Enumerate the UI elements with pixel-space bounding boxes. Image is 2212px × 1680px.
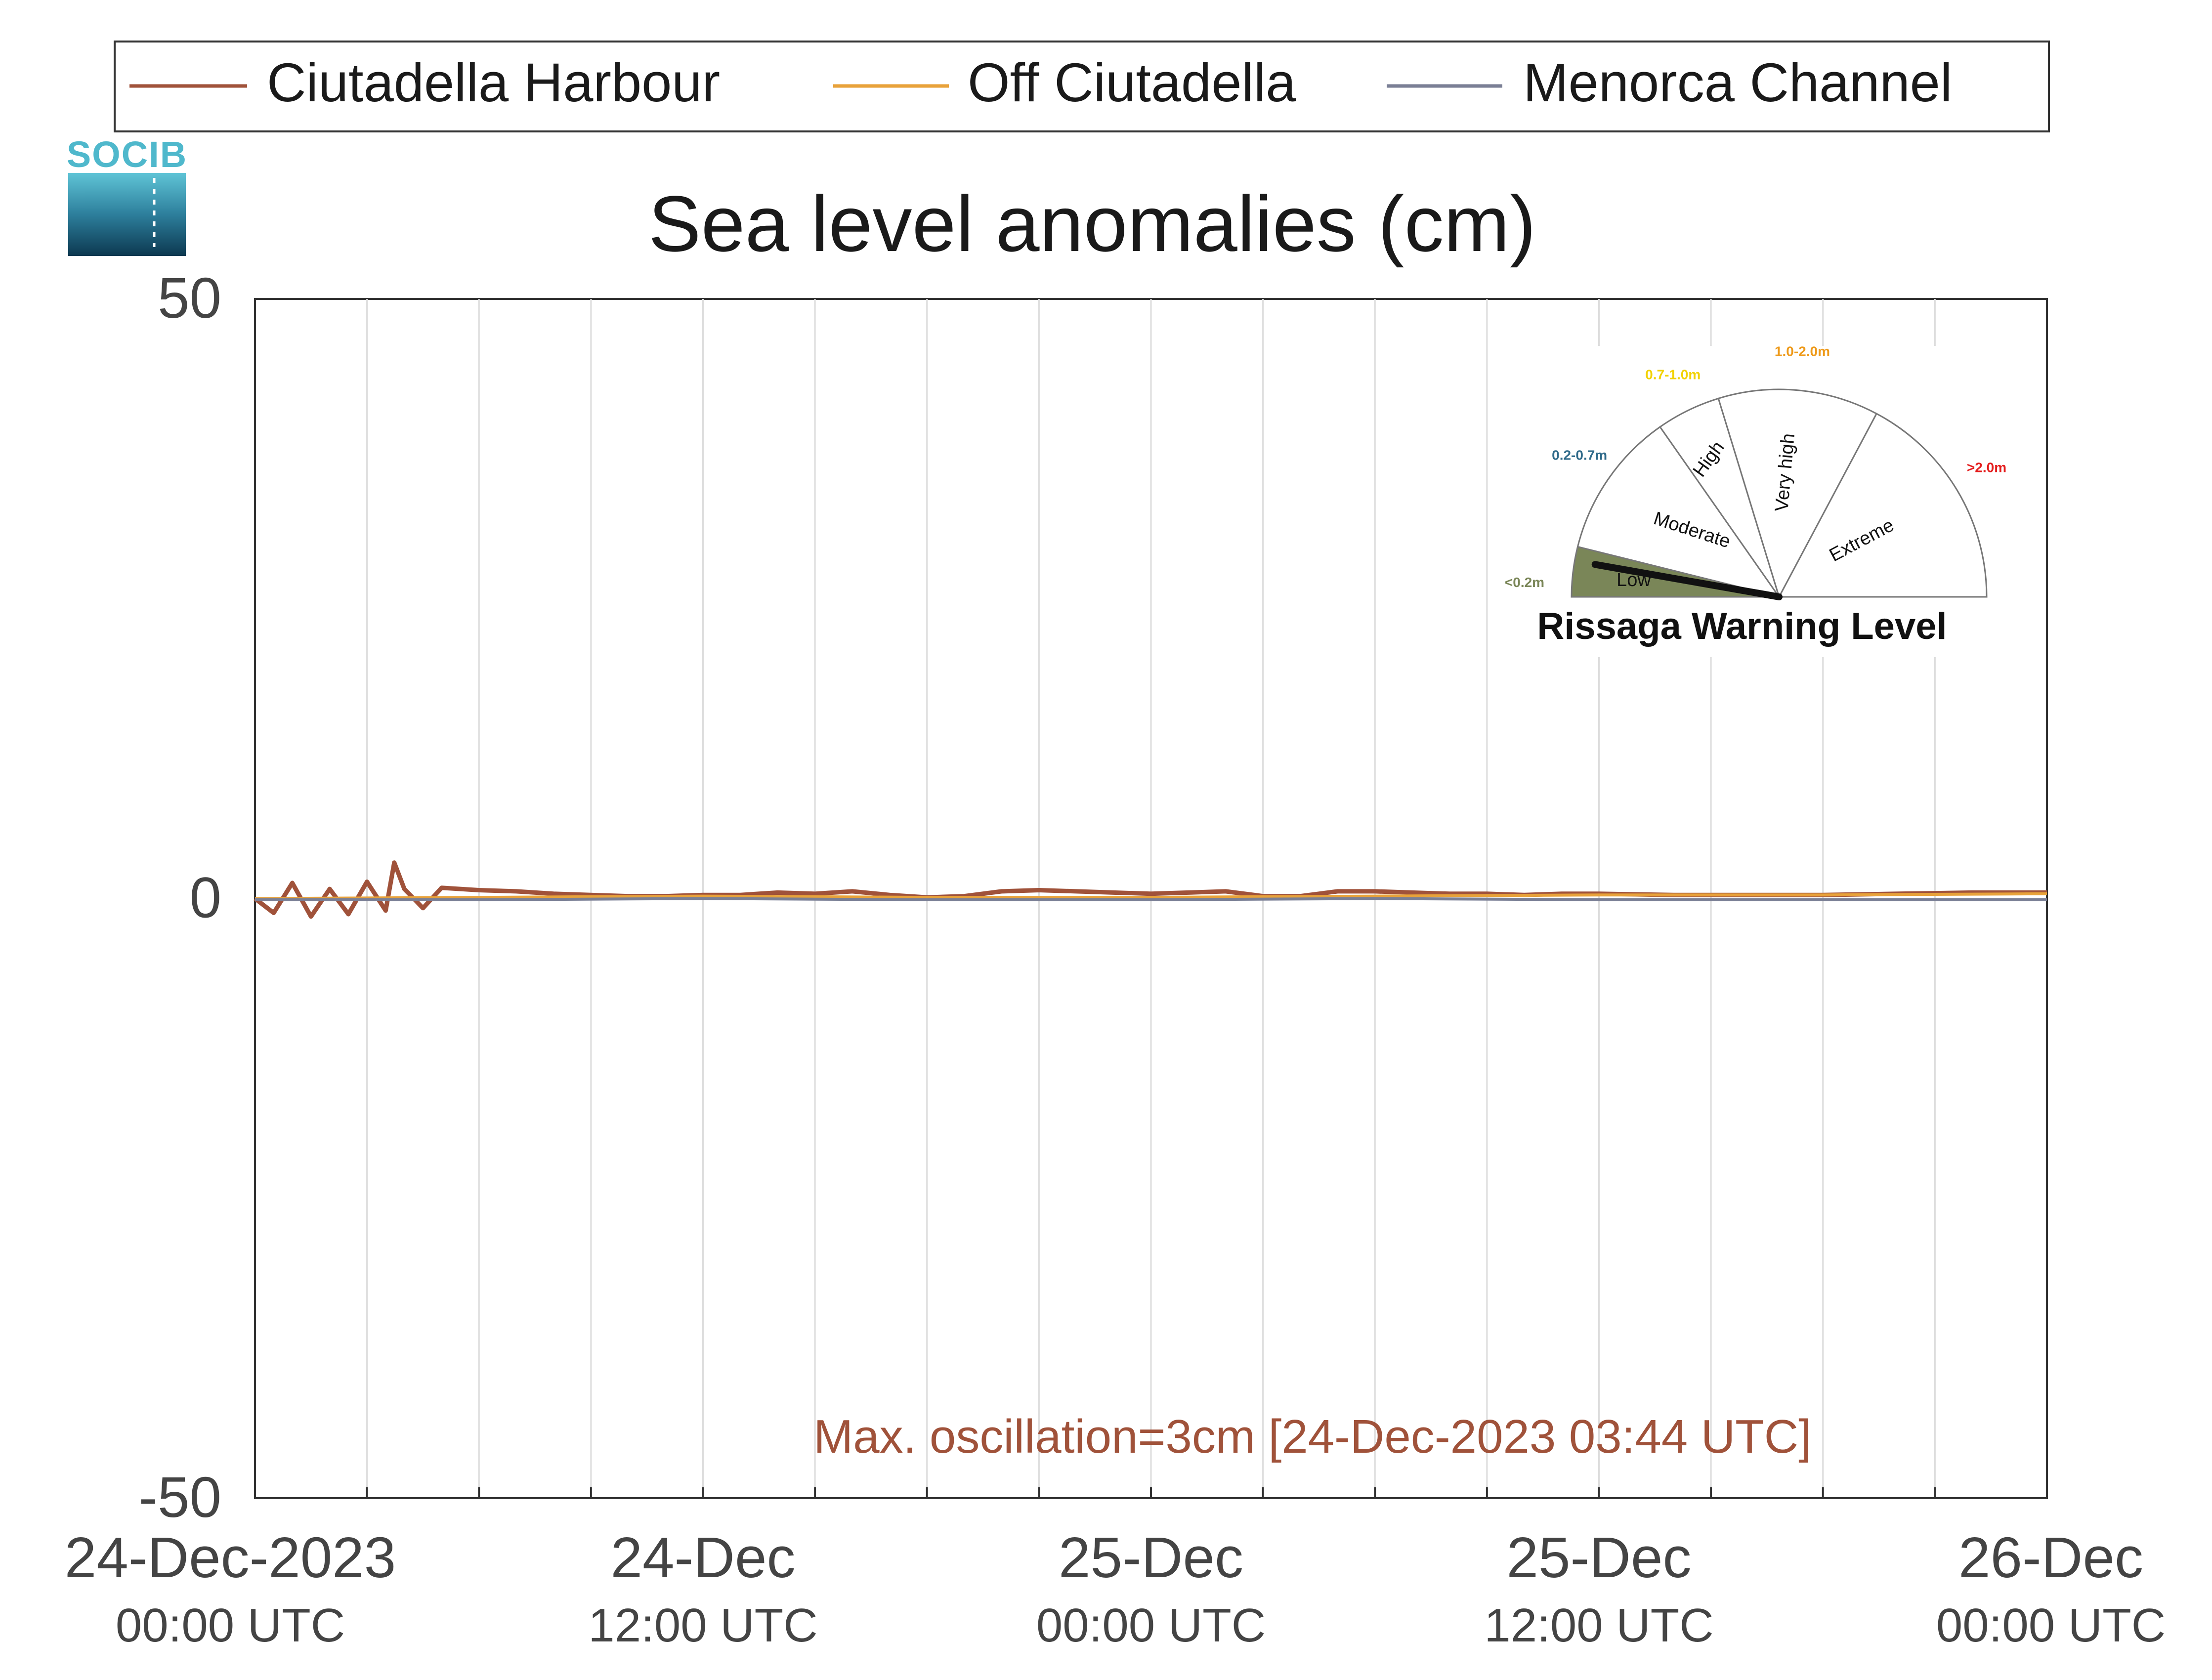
legend: Ciutadella Harbour Off Ciutadella Menorc… [114,41,2050,132]
gauge-sector-very-high [1717,388,1878,599]
x-tick-label-time: 12:00 UTC [588,1599,817,1652]
y-tick-label: -50 [138,1465,221,1529]
max-oscillation-annotation: Max. oscillation=3cm [24-Dec-2023 03:44 … [813,1410,1812,1463]
gauge-range-extreme: >2.0m [1967,460,2006,475]
gauge-range-high: 0.7-1.0m [1645,367,1701,382]
x-tick-label-date: 25-Dec [1507,1525,1692,1590]
x-tick-marks [366,1487,1936,1498]
gauge-range-moderate: 0.2-0.7m [1552,447,1607,462]
x-tick-label-time: 00:00 UTC [1036,1599,1266,1652]
gauge-sector-extreme [1778,413,1988,598]
gauge-title: Rissaga Warning Level [1537,605,1947,647]
y-tick-label: 0 [189,866,221,930]
gauge-sectors [1571,388,1988,599]
series-line-menorca-channel [255,897,2047,901]
gauge-ranges: <0.2m 0.2-0.7m 0.7-1.0m 1.0-2.0m >2.0m [1505,343,2006,590]
x-tick-label-date: 26-Dec [1958,1525,2143,1590]
legend-label-ciutadella-harbour: Ciutadella Harbour [267,52,720,113]
logo-text: SOCIB [67,134,187,175]
legend-frame [114,41,2050,132]
chart-title: Sea level anomalies (cm) [648,179,1536,268]
gauge-needle [1591,561,1783,600]
x-tick-label-time: 00:00 UTC [1936,1599,2166,1652]
x-tick-label-time: 12:00 UTC [1484,1599,1713,1652]
series-line-off-ciutadella [255,892,2047,900]
y-tick-label: 50 [158,266,221,330]
legend-label-off-ciutadella: Off Ciutadella [968,52,1296,113]
socib-logo: SOCIB [67,134,187,256]
series-lines [254,860,2047,919]
gauge-sector-moderate [1576,425,1781,598]
x-tick-label-date: 25-Dec [1059,1525,1243,1590]
legend-label-menorca-channel: Menorca Channel [1523,52,1952,113]
x-tick-label-date: 24-Dec [611,1525,796,1590]
x-tick-label-time: 00:00 UTC [116,1599,345,1652]
y-tick-labels: 50 0 -50 [138,266,221,1529]
gauge-range-low: <0.2m [1505,575,1544,590]
x-tick-label-date: 24-Dec-2023 [65,1525,396,1590]
gauge-range-very-high: 1.0-2.0m [1775,343,1830,359]
x-tick-labels: 24-Dec-2023 00:00 UTC 24-Dec 12:00 UTC 25-De… [65,1525,2166,1652]
